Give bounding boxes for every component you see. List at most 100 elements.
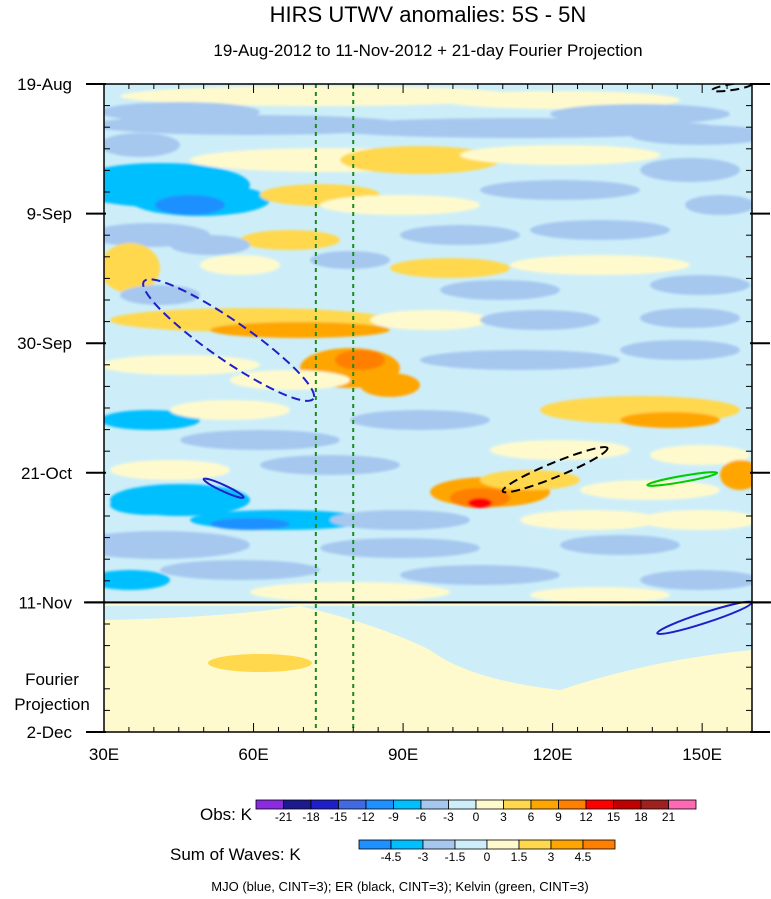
anomaly-patch — [530, 220, 670, 240]
colorbar-level-label: 0 — [473, 810, 480, 824]
colorbar-level-label: -9 — [388, 810, 399, 824]
anomaly-patch — [440, 280, 560, 300]
anomaly-patch — [530, 587, 670, 603]
y-tick-label: 30-Sep — [17, 334, 72, 353]
anomaly-patch — [640, 158, 740, 182]
y-tick-label: 11-Nov — [18, 593, 72, 612]
kelvin-contour — [646, 471, 719, 487]
anomaly-patch — [510, 255, 690, 275]
colorbar-swatch — [503, 799, 532, 810]
anomaly-patch — [160, 560, 320, 580]
anomaly-patch — [520, 510, 660, 530]
anomaly-patch — [370, 310, 490, 330]
anomaly-patch — [400, 225, 520, 245]
obs-colorbar-name: Obs: K — [200, 805, 253, 824]
anomaly-patch — [580, 480, 720, 500]
colorbar-level-label: 9 — [555, 810, 562, 824]
anomaly-patch — [720, 460, 752, 490]
chart-title: HIRS UTWV anomalies: 5S - 5N — [270, 2, 587, 27]
anomaly-patch — [104, 410, 200, 430]
colorbar-swatch — [358, 839, 392, 850]
anomaly-patch — [120, 86, 520, 106]
colorbar-swatch — [585, 799, 614, 810]
projection-patch — [208, 654, 312, 672]
anomaly-patch — [120, 285, 200, 305]
colorbar-level-label: 4.5 — [575, 850, 592, 864]
y-tick-label: 21-Oct — [21, 464, 72, 483]
anomaly-patch — [480, 470, 580, 490]
anomaly-patch — [620, 340, 740, 360]
colorbar-level-label: 18 — [634, 810, 648, 824]
anomaly-patch — [340, 146, 500, 174]
colorbar-swatch — [530, 799, 559, 810]
colorbar-swatch — [613, 799, 642, 810]
waves-colorbar: -4.5 -3 -1.5 0 1.5 3 4.5 — [358, 839, 616, 864]
projection-label-line1: Fourier — [25, 670, 79, 689]
wave-contours — [142, 84, 752, 636]
x-tick-label: 150E — [682, 745, 722, 764]
colorbar-swatch — [518, 839, 552, 850]
anomaly-patch — [460, 145, 660, 165]
colorbar-swatch — [390, 839, 424, 850]
anomaly-patch — [650, 275, 750, 295]
y-tick-label: 9-Sep — [27, 205, 72, 224]
colorbar-level-label: -3 — [418, 850, 429, 864]
anomaly-patch — [230, 370, 350, 390]
x-tick-label: 90E — [388, 745, 418, 764]
anomaly-patch — [104, 531, 250, 559]
anomaly-patch — [110, 495, 190, 515]
anomaly-patch — [650, 445, 750, 465]
x-tick-label: 60E — [238, 745, 268, 764]
anomaly-patch — [180, 430, 340, 450]
anomaly-patch — [330, 510, 470, 530]
anomaly-patch — [640, 308, 740, 328]
observed-anomaly-field — [104, 86, 752, 603]
anomaly-patch — [560, 535, 680, 555]
colorbar-swatch — [486, 839, 520, 850]
colorbar-level-label: 3 — [500, 810, 507, 824]
anomaly-patch — [400, 565, 560, 585]
anomaly-patch — [350, 410, 490, 430]
colorbar-level-label: 15 — [607, 810, 621, 824]
x-tick-label: 30E — [89, 745, 119, 764]
anomaly-patch — [250, 582, 450, 602]
anomaly-patch — [468, 498, 492, 508]
anomaly-patch — [170, 235, 250, 255]
anomaly-patch — [104, 355, 260, 375]
anomaly-patch — [110, 460, 230, 480]
x-axis: 30E 60E 90E 120E 150E — [89, 84, 753, 764]
anomaly-patch — [490, 440, 630, 460]
colorbar-level-label: -4.5 — [381, 850, 402, 864]
plot-area — [104, 84, 752, 732]
y-axis: 19-Aug 9-Sep 30-Sep 21-Oct 11-Nov 2-Dec — [17, 75, 770, 742]
colorbar-swatch — [475, 799, 504, 810]
colorbar-level-label: 3 — [548, 850, 555, 864]
anomaly-patch — [260, 455, 400, 475]
projection-label-line2: Projection — [14, 695, 90, 714]
colorbar-level-label: 21 — [662, 810, 676, 824]
anomaly-patch — [170, 400, 290, 420]
mjo-contour — [142, 278, 316, 402]
colorbar-swatch — [420, 799, 449, 810]
anomaly-patch — [640, 570, 752, 590]
colorbar-swatch — [448, 799, 477, 810]
anomaly-patch — [240, 230, 340, 250]
colorbar-level-label: -18 — [302, 810, 320, 824]
colorbar-level-label: 0 — [484, 850, 491, 864]
colorbar-swatch — [582, 839, 616, 850]
anomaly-patch — [480, 180, 640, 200]
mjo-contour — [202, 477, 245, 499]
colorbar-swatch — [283, 799, 312, 810]
y-tick-label: 2-Dec — [27, 723, 73, 742]
er-contour — [501, 446, 609, 494]
colorbar-swatch — [255, 799, 284, 810]
colorbar-swatch — [310, 799, 339, 810]
mjo-contour — [656, 600, 752, 636]
anomaly-patch — [104, 133, 180, 157]
anomaly-patch — [200, 255, 280, 275]
obs-colorbar: -21 -18 -15 -12 -9 -6 -3 0 3 6 9 12 15 18 21 — [255, 799, 697, 824]
chart-subtitle: 19-Aug-2012 to 11-Nov-2012 + 21-day Four… — [213, 41, 642, 60]
anomaly-patch — [480, 310, 600, 330]
colorbar-level-label: 1.5 — [511, 850, 528, 864]
